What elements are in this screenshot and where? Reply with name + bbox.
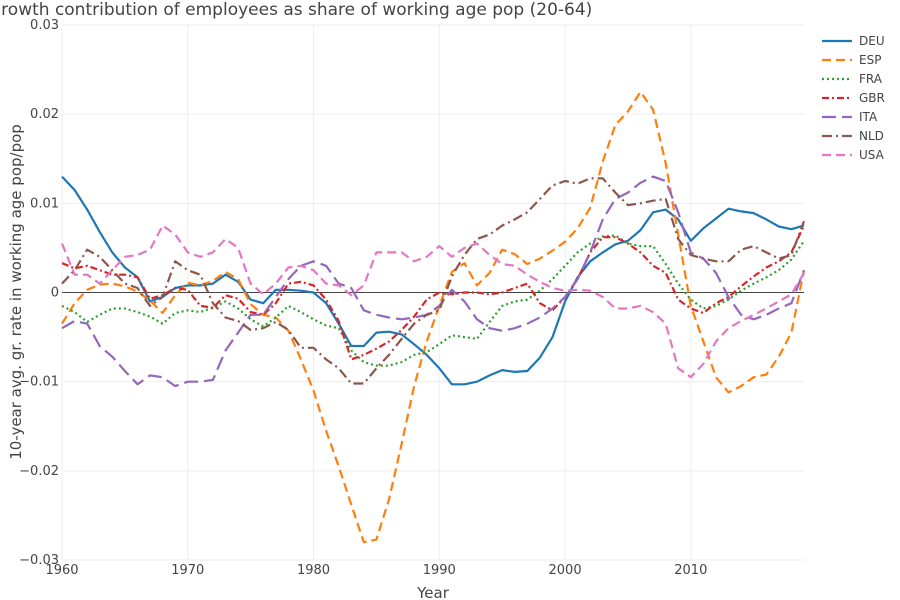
- x-tick-label: 1980: [297, 563, 330, 578]
- series-line-usa: [60, 224, 805, 379]
- legend-label: ESP: [859, 53, 881, 67]
- y-tick-label: 0.02: [30, 107, 59, 122]
- legend-item-deu[interactable]: DEU: [822, 34, 885, 48]
- x-axis-title: Year: [416, 584, 450, 600]
- legend-label: GBR: [859, 91, 885, 105]
- series-line-fra: [61, 234, 805, 367]
- y-tick-label: 0.01: [30, 196, 59, 211]
- series-line-esp: [61, 90, 806, 544]
- legend-label: NLD: [859, 129, 884, 143]
- legend-label: DEU: [859, 34, 885, 48]
- x-tick-label: 2010: [674, 563, 707, 578]
- legend-item-usa[interactable]: USA: [822, 148, 885, 162]
- series-line-ita: [61, 175, 806, 388]
- legend-item-fra[interactable]: FRA: [822, 72, 883, 86]
- series-lines: [60, 90, 806, 544]
- series-line-deu: [61, 175, 805, 386]
- x-tick-label: 1960: [45, 563, 78, 578]
- series-line-nld: [61, 177, 806, 385]
- x-tick-label: 2000: [549, 563, 582, 578]
- x-tick-label: 1970: [171, 563, 204, 578]
- series-line-gbr: [61, 225, 805, 361]
- legend-item-ita[interactable]: ITA: [822, 110, 878, 124]
- legend-item-nld[interactable]: NLD: [822, 129, 884, 143]
- y-tick-label: −0.02: [19, 464, 59, 479]
- y-axis-ticks: −0.03 −0.02 −0.01 0 0.01 0.02 0.03: [19, 18, 59, 568]
- y-tick-label: 0.03: [30, 18, 59, 33]
- y-tick-label: 0: [51, 286, 59, 301]
- y-tick-label: −0.01: [19, 375, 59, 390]
- legend[interactable]: DEU ESP FRA GBR ITA NLD USA: [822, 34, 885, 162]
- legend-label: USA: [859, 148, 885, 162]
- legend-label: FRA: [859, 72, 883, 86]
- y-tick-label: −0.03: [19, 553, 59, 568]
- x-axis-ticks: 1960 1970 1980 1990 2000 2010: [45, 563, 707, 578]
- legend-item-esp[interactable]: ESP: [822, 53, 881, 67]
- legend-item-gbr[interactable]: GBR: [822, 91, 885, 105]
- chart-title: Growth contribution of employees as shar…: [0, 0, 592, 20]
- legend-label: ITA: [859, 110, 878, 124]
- x-tick-label: 1990: [423, 563, 456, 578]
- y-axis-title: 10-year avg. gr. rate in working age pop…: [7, 124, 25, 460]
